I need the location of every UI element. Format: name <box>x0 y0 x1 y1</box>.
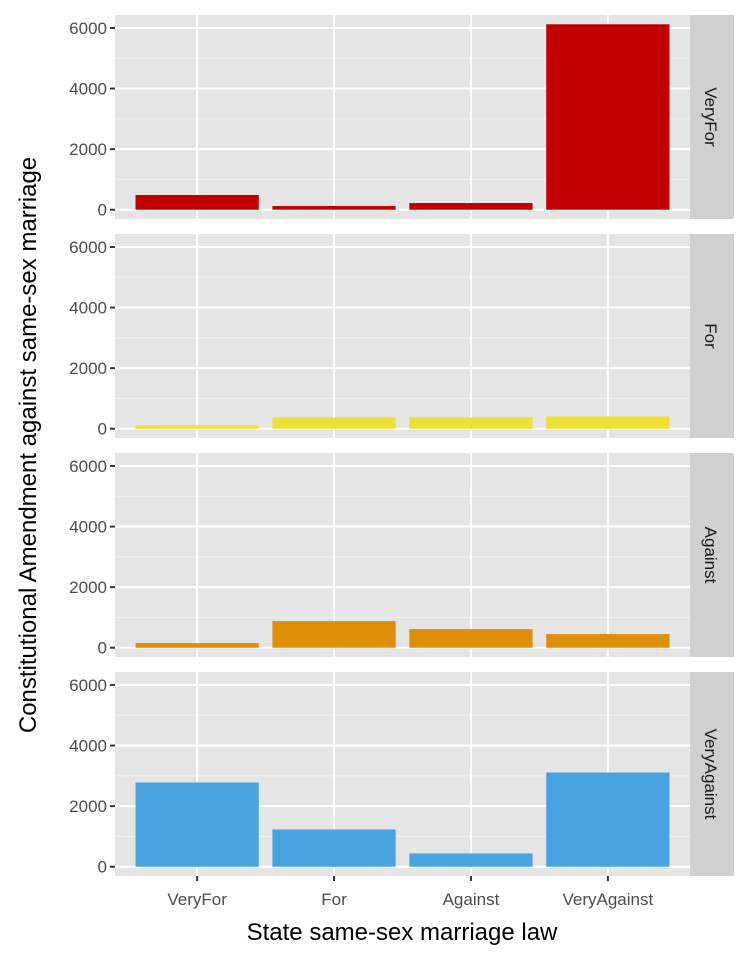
facet-panel-for: 0 2000 4000 6000 For <box>69 234 734 439</box>
bar-veryagainst-veryagainst <box>546 772 670 867</box>
y-axis-title: Constitutional Amendment against same-se… <box>15 157 42 733</box>
y-tick-label: 0 <box>98 858 107 877</box>
y-tick-label: 4000 <box>69 80 107 99</box>
x-tick-label: Against <box>443 890 500 909</box>
facet-strip-label: For <box>701 323 720 349</box>
bar-for-veryfor <box>135 425 259 429</box>
bar-veryfor-veryagainst <box>546 24 670 210</box>
bar-veryfor-for <box>272 206 396 210</box>
facet-strip-label: Against <box>701 527 720 584</box>
bar-for-veryagainst <box>546 416 670 429</box>
bar-veryagainst-for <box>272 829 396 867</box>
y-tick-label: 2000 <box>69 359 107 378</box>
facet-strip-label: VeryFor <box>701 87 720 147</box>
facet-strip <box>690 234 734 438</box>
panel-background <box>115 234 690 438</box>
y-tick-label: 4000 <box>69 299 107 318</box>
y-tick-label: 2000 <box>69 578 107 597</box>
bar-veryagainst-against <box>409 853 533 867</box>
facet-strip <box>690 672 734 876</box>
y-tick-label: 6000 <box>69 19 107 38</box>
y-tick-label: 6000 <box>69 457 107 476</box>
y-tick-label: 0 <box>98 420 107 439</box>
y-tick-label: 4000 <box>69 518 107 537</box>
bar-veryfor-against <box>409 203 533 210</box>
x-tick-label: VeryFor <box>167 890 227 909</box>
bar-veryfor-veryfor <box>135 195 259 210</box>
y-tick-label: 0 <box>98 639 107 658</box>
y-tick-label: 2000 <box>69 140 107 159</box>
bar-veryagainst-veryfor <box>135 782 259 867</box>
facet-panel-veryfor: 0 2000 4000 6000 VeryFor <box>69 15 734 220</box>
x-tick-label: For <box>321 890 347 909</box>
facet-panel-against: 0 2000 4000 6000 Against <box>69 453 734 658</box>
x-axis-title: State same-sex marriage law <box>247 919 558 946</box>
y-tick-label: 6000 <box>69 676 107 695</box>
bar-for-for <box>272 417 396 429</box>
y-tick-label: 2000 <box>69 797 107 816</box>
bar-against-veryfor <box>135 643 259 648</box>
bar-against-for <box>272 621 396 648</box>
x-tick-label: VeryAgainst <box>562 890 653 909</box>
bar-for-against <box>409 417 533 429</box>
facet-strip <box>690 15 734 219</box>
y-tick-label: 4000 <box>69 737 107 756</box>
facet-strip-label: VeryAgainst <box>701 729 720 820</box>
y-tick-label: 0 <box>98 201 107 220</box>
facet-panel-veryagainst: 0 2000 4000 6000 VeryAgainst <box>69 672 734 877</box>
panel-background <box>115 453 690 657</box>
bar-against-veryagainst <box>546 634 670 648</box>
facet-strip <box>690 453 734 657</box>
y-tick-label: 6000 <box>69 238 107 257</box>
bar-against-against <box>409 629 533 648</box>
